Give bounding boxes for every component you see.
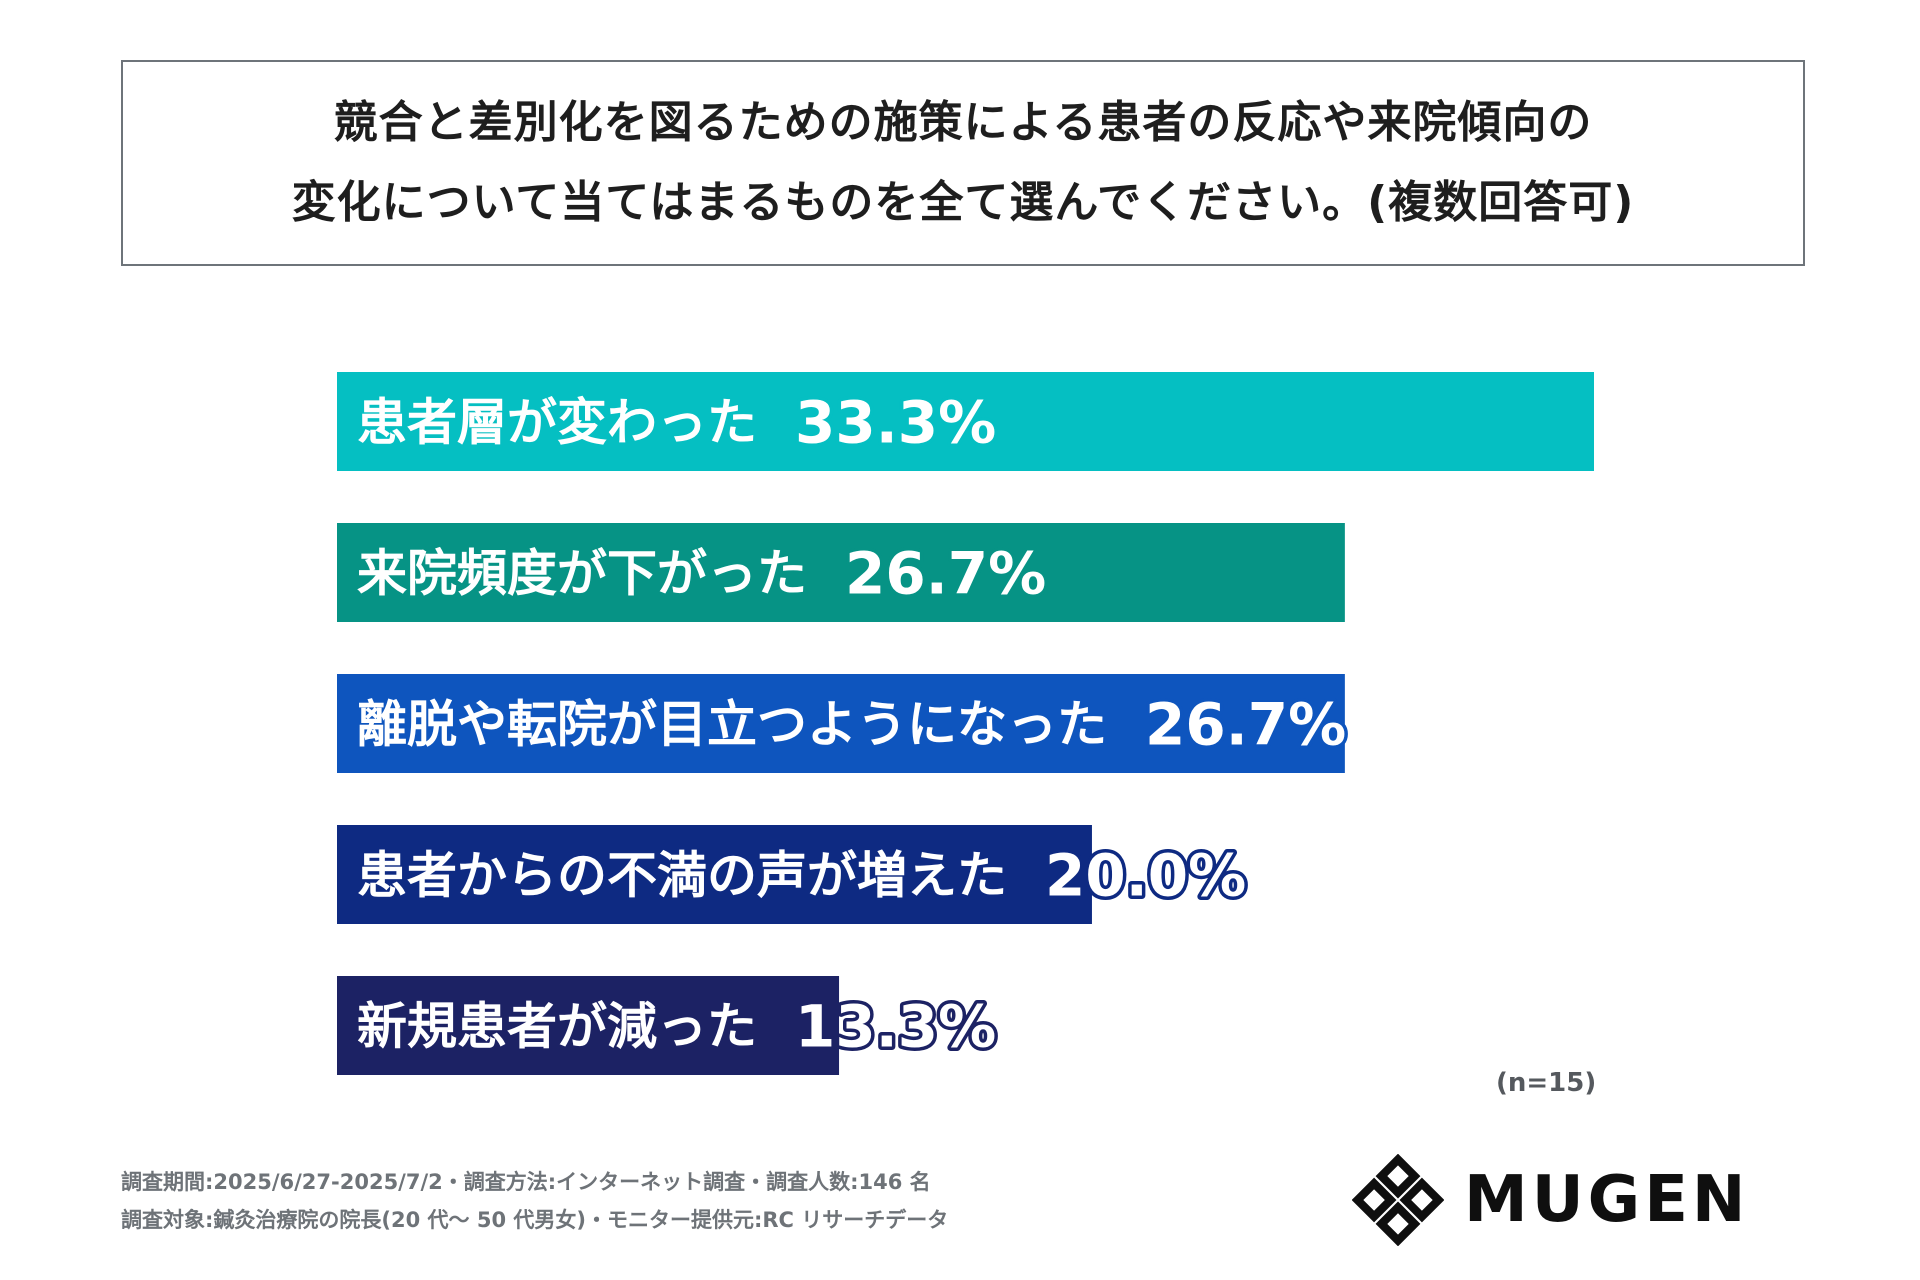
bar-2 — [337, 523, 1345, 622]
mugen-logo-mark-icon — [1352, 1154, 1444, 1246]
survey-period-note: 調査期間:2025/6/27-2025/7/2・調査方法:インターネット調査・調… — [121, 1170, 931, 1194]
bar-value-3: 26.7% — [1145, 691, 1346, 759]
question-title-box: 競合と差別化を図るための施策による患者の反応や来院傾向の 変化について当てはまる… — [121, 60, 1805, 266]
bar-label-4: 患者からの不満の声が増えた — [357, 847, 1007, 905]
bar-1 — [337, 372, 1594, 471]
bar-value-1: 33.3% — [795, 389, 996, 457]
bar-4 — [337, 825, 1092, 924]
bar-value-4: 20.0% — [1045, 842, 1246, 910]
mugen-logo: MUGEN — [1352, 1152, 1812, 1248]
sample-size-label: (n=15) — [1496, 1068, 1597, 1098]
survey-target-note: 調査対象:鍼灸治療院の院長(20 代〜 50 代男女)・モニター提供元:RC リ… — [121, 1208, 949, 1232]
question-title-line-2: 変化について当てはまるものを全て選んでください。(複数回答可) — [291, 177, 1635, 228]
bar-value-5: 13.3% — [795, 993, 996, 1061]
bar-label-5: 新規患者が減った — [357, 998, 757, 1056]
mugen-logo-text: MUGEN — [1464, 1163, 1750, 1237]
bar-3 — [337, 674, 1345, 773]
bar-5 — [337, 976, 840, 1075]
question-title-line-1: 競合と差別化を図るための施策による患者の反応や来院傾向の — [333, 97, 1593, 148]
bar-label-2: 来院頻度が下がった — [357, 545, 807, 603]
bar-value-2: 26.7% — [845, 540, 1046, 608]
bar-label-3: 離脱や転院が目立つようになった — [357, 696, 1107, 754]
bar-label-1: 患者層が変わった — [357, 394, 757, 452]
